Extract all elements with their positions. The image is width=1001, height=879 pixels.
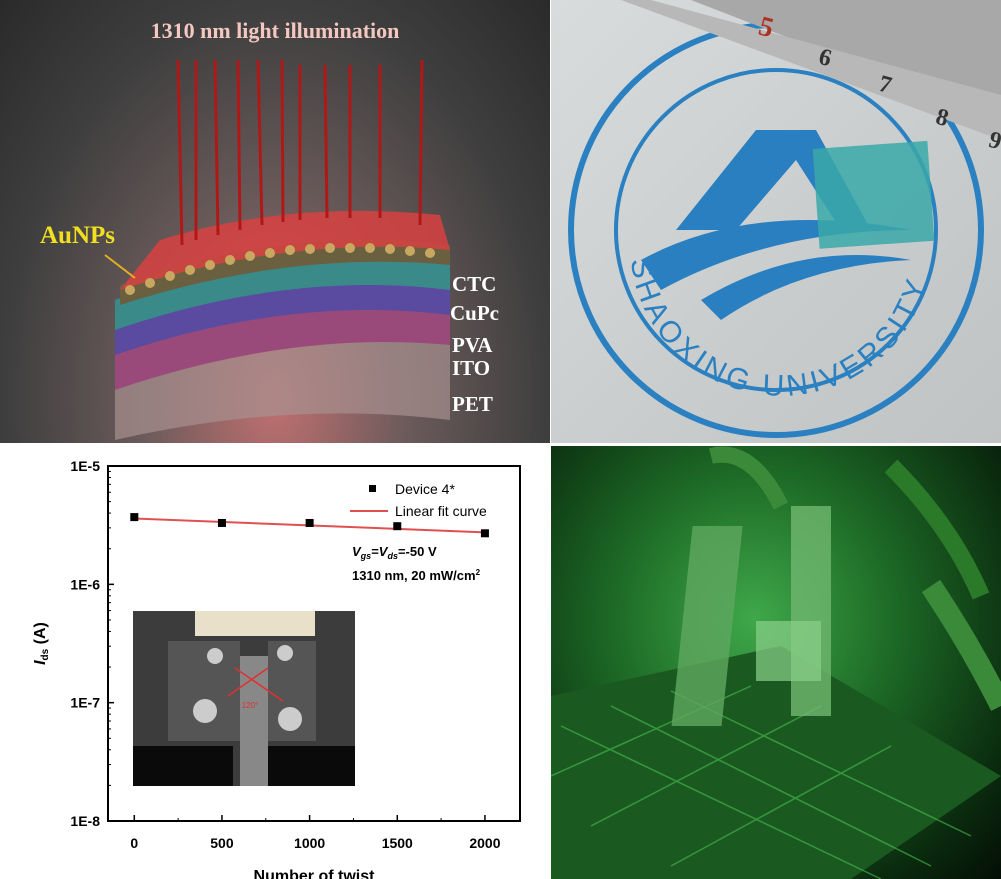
- data-point: [480, 529, 489, 538]
- data-point: [393, 522, 402, 531]
- y-tick-label: 1E-5: [70, 458, 100, 474]
- condition-annotation-light: 1310 nm, 20 mW/cm2: [352, 568, 481, 583]
- flexible-device: [812, 140, 935, 249]
- legend-marker-device: [369, 485, 376, 492]
- layer-label-pva: PVA: [452, 333, 493, 357]
- layer-label-ito: ITO: [452, 356, 491, 380]
- x-axis-label: Number of twist: [254, 868, 376, 879]
- gold-nanoparticles: [125, 243, 435, 295]
- light-arrows: [176, 59, 424, 246]
- data-point: [305, 518, 314, 527]
- university-logo: SHAOXING UNIVERSITY: [568, 0, 1001, 438]
- legend-label-device: Device 4*: [395, 481, 455, 497]
- legend-label-fit: Linear fit curve: [395, 503, 487, 519]
- x-tick-label: 500: [210, 835, 234, 851]
- x-tick-label: 0: [130, 835, 138, 851]
- device-schematic: [104, 59, 450, 440]
- data-point: [130, 513, 139, 522]
- aunp-pointer: [104, 254, 136, 279]
- layer-stack: [115, 210, 450, 440]
- device-photo-panel: SHAOXING UNIVERSITY 5 6 7 8 9: [551, 0, 1001, 443]
- aunps-label: AuNPs: [40, 222, 116, 249]
- x-tick-label: 1500: [382, 835, 413, 851]
- twist-stability-chart-panel: 120° 0 500 1000 1500 2000 1E-5 1E-6 1E-7 1E-8 Num…: [0, 446, 550, 879]
- illumination-title: 1310 nm light illumination: [150, 18, 400, 43]
- layer-label-ctc: CTC: [452, 272, 497, 296]
- inset-photo: 120°: [133, 611, 355, 786]
- data-point: [217, 518, 226, 527]
- device-schematic-panel: 1310 nm light illumination AuNPs CTC CuP…: [0, 0, 550, 443]
- x-tick-label: 2000: [469, 835, 500, 851]
- ruler: [621, 0, 1001, 140]
- condition-annotation-voltage: Vgs=Vds=-50 V: [352, 544, 437, 561]
- y-axis-label: Ids (A): [32, 622, 51, 665]
- measurement-setup-photo: [551, 446, 1001, 879]
- y-tick-label: 1E-6: [70, 576, 100, 592]
- measurement-setup-photo-panel: [551, 446, 1001, 879]
- layer-label-pet: PET: [452, 392, 493, 416]
- plot-frame: [107, 465, 521, 822]
- x-tick-label: 1000: [294, 835, 325, 851]
- y-tick-label: 1E-7: [70, 695, 100, 711]
- twist-stability-chart: 120° 0 500 1000 1500 2000 1E-5 1E-6 1E-7 1E-8 Num…: [32, 458, 521, 879]
- y-tick-label: 1E-8: [70, 813, 100, 829]
- layer-label-cupc: CuPc: [450, 301, 499, 325]
- inset-angle-label: 120°: [242, 701, 259, 710]
